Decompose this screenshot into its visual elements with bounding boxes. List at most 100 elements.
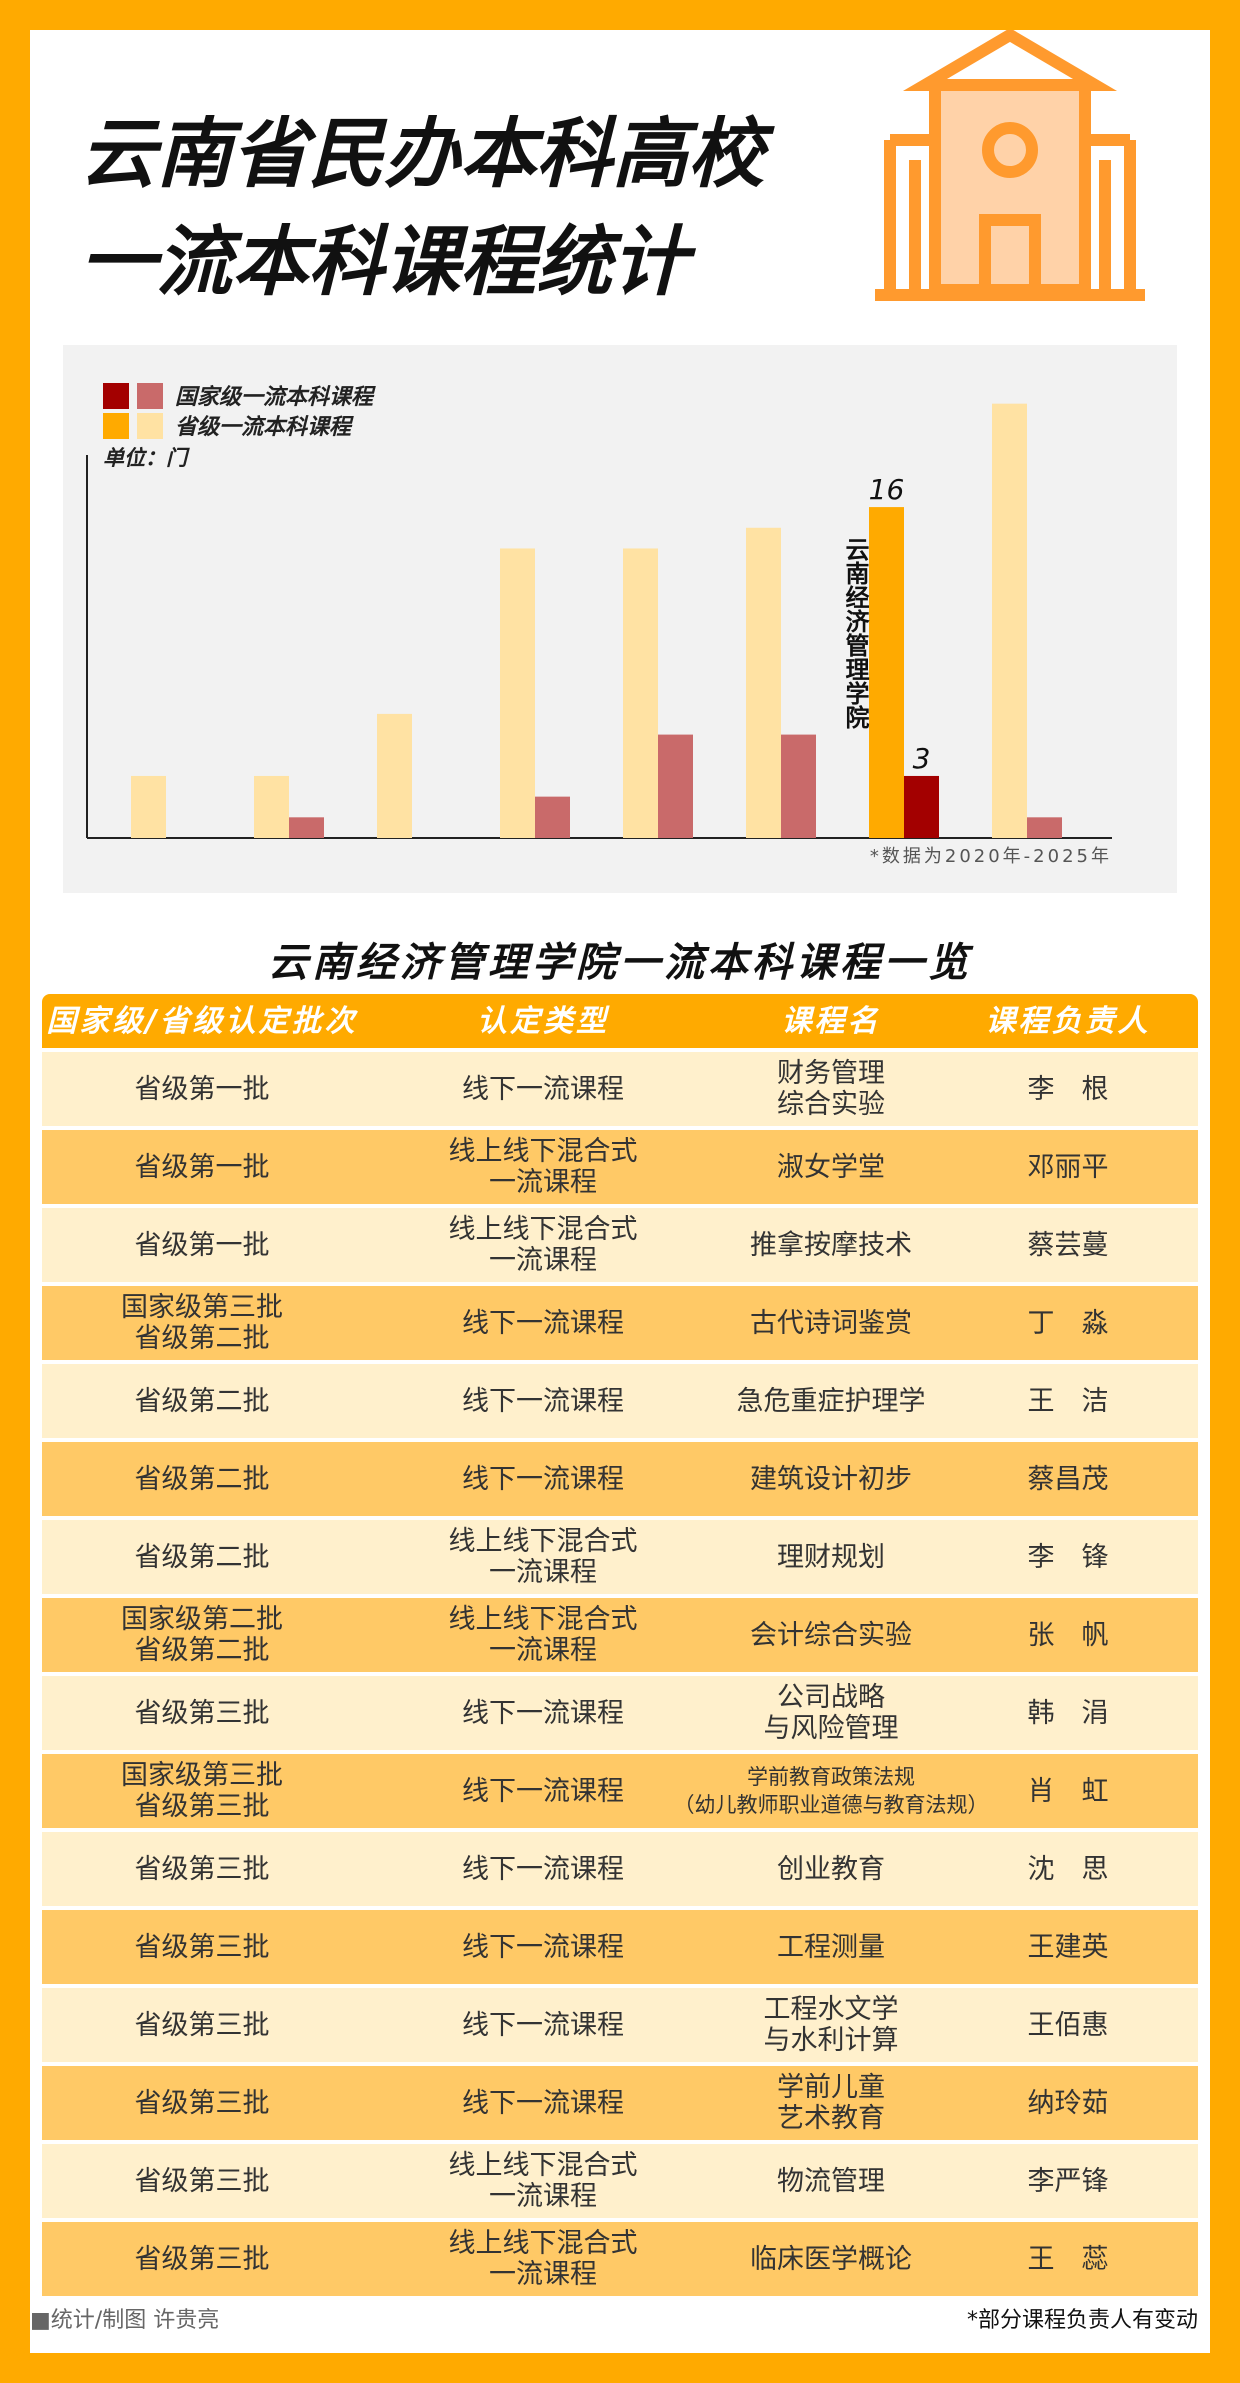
table-cell: 急危重症护理学 (736, 1385, 926, 1417)
table-cell: 古代诗词鉴赏 (750, 1307, 912, 1339)
table: 国家级/省级认定批次 认定类型 课程名 课程负责人 省级第一批 线下一流课程 财务管理 综合… (42, 994, 1198, 2300)
title-line: 一流本科课程统计 (80, 217, 688, 306)
icon-roof (902, 30, 1118, 91)
chart-panel (63, 345, 1177, 893)
icon-body (929, 79, 1091, 296)
table-title: 云南经济管理学院一流本科课程一览 (268, 940, 972, 986)
table-cell: 省级第一批 (134, 1073, 270, 1105)
legend-label: 省级一流本科课程 (175, 414, 354, 440)
legend-swatch (137, 383, 163, 409)
table-cell: 蔡昌茂 (1027, 1463, 1109, 1495)
legend-swatch (103, 413, 129, 439)
table-row: 省级第三批 线下一流课程 工程水文学 与水利计算 王佰惠 (42, 1988, 1198, 2062)
bar (658, 734, 693, 838)
value-label: 16 (869, 473, 905, 506)
table-cell: 肖 虹 (1027, 1775, 1109, 1807)
title: 云南省民办本科高校 一流本科课程统计 (80, 100, 764, 316)
table-row: 省级第一批 线上线下混合式 一流课程 淑女学堂 邓丽平 (42, 1130, 1198, 1204)
bar (131, 775, 166, 838)
bar (535, 796, 570, 838)
table-row: 省级第三批 线下一流课程 公司战略 与风险管理 韩 涓 (42, 1676, 1198, 1750)
bar (746, 527, 781, 838)
table-cell: 省级第一批 (134, 1229, 270, 1261)
table-cell: 线下一流课程 (462, 1931, 624, 1963)
table-row: 省级第三批 线下一流课程 工程测量 王建英 (42, 1910, 1198, 1984)
table-cell: 省级第三批 (134, 2087, 270, 2119)
table-cell: 邓丽平 (1027, 1151, 1109, 1183)
table-cell: 线下一流课程 (462, 1697, 624, 1729)
table-row: 省级第三批 线下一流课程 学前儿童 艺术教育 纳玲茹 (42, 2066, 1198, 2140)
table-cell: 线上线下混合式 一流课程 (448, 1214, 638, 1276)
table-cell: 李 根 (1027, 1073, 1109, 1105)
table-cell: 王 洁 (1027, 1385, 1109, 1417)
bar (289, 817, 324, 838)
table-row: 省级第二批 线上线下混合式 一流课程 理财规划 李 锋 (42, 1520, 1198, 1594)
table-row: 省级第一批 线下一流课程 财务管理 综合实验 李 根 (42, 1052, 1198, 1126)
table-cell: 纳玲茹 (1027, 2087, 1109, 2119)
header-cell: 课程名 (781, 1003, 881, 1039)
table-cell: 国家级第二批 省级第二批 (121, 1604, 283, 1666)
category-label: 云南经济管理学院 (841, 537, 869, 729)
table-cell: 省级第一批 (134, 1151, 270, 1183)
table-cell: 张 帆 (1027, 1619, 1109, 1651)
chart-note: *数据为2020年-2025年 (870, 846, 1112, 867)
table-cell: 工程测量 (777, 1931, 885, 1963)
credit: ■统计/制图 许贵亮 (30, 2308, 220, 2333)
table-cell: 线下一流课程 (462, 1775, 624, 1807)
header-cell: 认定类型 (477, 1003, 609, 1039)
table-cell: 线下一流课程 (462, 1853, 624, 1885)
table-cell: 省级第三批 (134, 2009, 270, 2041)
table-cell: 线上线下混合式 一流课程 (448, 2228, 638, 2290)
table-cell: 王建英 (1027, 1931, 1109, 1963)
building-icon (875, 30, 1145, 301)
table-cell: 线上线下混合式 一流课程 (448, 2150, 638, 2212)
table-cell: 省级第二批 (134, 1385, 270, 1417)
table-cell: 学前教育政策法规 （幼儿教师职业道德与教育法规） (673, 1765, 989, 1817)
value-label: 3 (913, 742, 931, 775)
table-cell: 线下一流课程 (462, 2009, 624, 2041)
table-cell: 财务管理 综合实验 (777, 1058, 885, 1120)
table-cell: 淑女学堂 (777, 1151, 885, 1183)
table-cell: 学前儿童 艺术教育 (777, 2072, 885, 2134)
table-cell: 推拿按摩技术 (750, 1229, 912, 1261)
table-cell: 建筑设计初步 (750, 1463, 912, 1495)
table-row: 省级第三批 线上线下混合式 一流课程 物流管理 李严锋 (42, 2144, 1198, 2218)
table-cell: 省级第三批 (134, 2243, 270, 2275)
table-cell: 物流管理 (777, 2165, 885, 2197)
table-cell: 线上线下混合式 一流课程 (448, 1526, 638, 1588)
bar (500, 548, 535, 838)
table-cell: 线下一流课程 (462, 2087, 624, 2119)
table-cell: 省级第二批 (134, 1541, 270, 1573)
table-row: 省级第三批 线上线下混合式 一流课程 临床医学概论 王 蕊 (42, 2222, 1198, 2296)
footer-note: *部分课程负责人有变动 (966, 2308, 1198, 2333)
table-header: 国家级/省级认定批次 认定类型 课程名 课程负责人 (42, 994, 1198, 1048)
table-cell: 省级第三批 (134, 1853, 270, 1885)
title-line: 云南省民办本科高校 (80, 109, 764, 198)
bar (623, 548, 658, 838)
bar (781, 734, 816, 838)
table-cell: 线下一流课程 (462, 1463, 624, 1495)
table-row: 省级第二批 线下一流课程 建筑设计初步 蔡昌茂 (42, 1442, 1198, 1516)
bar (1027, 817, 1062, 838)
table-cell: 线下一流课程 (462, 1307, 624, 1339)
table-cell: 省级第二批 (134, 1463, 270, 1495)
unit-label: 单位：门 (103, 446, 190, 470)
table-cell: 线下一流课程 (462, 1385, 624, 1417)
table-cell: 会计综合实验 (750, 1619, 912, 1651)
icon-wings (875, 134, 1145, 301)
table-cell: 王佰惠 (1027, 2009, 1109, 2041)
table-cell: 公司战略 与风险管理 (763, 1682, 899, 1744)
table-cell: 线上线下混合式 一流课程 (448, 1604, 638, 1666)
bar (904, 775, 939, 838)
table-cell: 省级第三批 (134, 1697, 270, 1729)
table-cell: 线下一流课程 (462, 1073, 624, 1105)
legend-swatch (137, 413, 163, 439)
bar (869, 507, 904, 838)
table-cell: 丁 淼 (1027, 1307, 1109, 1339)
table-cell: 李 锋 (1027, 1541, 1109, 1573)
bar (254, 775, 289, 838)
table-cell: 临床医学概论 (750, 2243, 912, 2275)
table-cell: 线上线下混合式 一流课程 (448, 1136, 638, 1198)
